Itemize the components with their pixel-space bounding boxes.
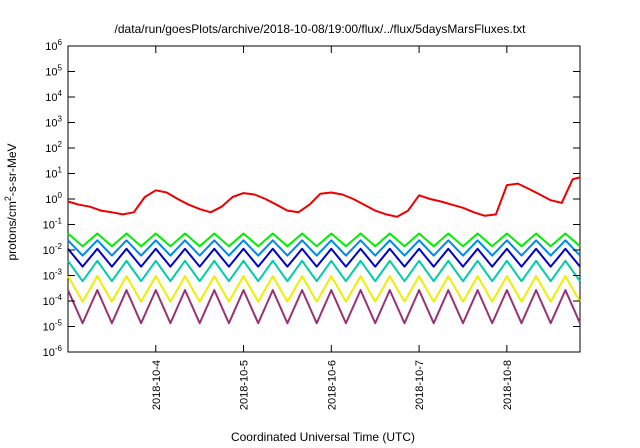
y-tick-label: 10-5: [43, 319, 63, 334]
y-tick-label: 10-1: [43, 217, 63, 232]
series-line-5: [67, 275, 581, 303]
y-tick-label: 10-6: [43, 344, 63, 359]
series-layer: [67, 176, 581, 325]
x-tick-label: 2018-10-7: [414, 360, 426, 410]
x-tick-label: 2018-10-6: [326, 360, 338, 410]
series-line-0: [67, 176, 581, 218]
series-line-4: [67, 259, 581, 283]
x-tick-label: 2018-10-8: [502, 360, 514, 410]
series-line-2: [67, 239, 581, 257]
y-tick-label: 10-4: [43, 293, 63, 308]
y-tick-label: 105: [45, 64, 62, 79]
y-tick-label: 101: [45, 166, 62, 181]
x-tick-label: 2018-10-4: [151, 360, 163, 410]
series-line-1: [67, 232, 581, 248]
y-tick-label: 10-2: [43, 242, 63, 257]
y-tick-label: 10-3: [43, 268, 63, 283]
series-line-3: [67, 247, 581, 268]
y-tick-label: 102: [45, 140, 62, 155]
series-line-6: [67, 289, 581, 325]
x-axis-label: Coordinated Universal Time (UTC): [231, 430, 415, 444]
y-tick-label: 106: [45, 38, 62, 53]
y-axis: 10-6 10-5 10-4 10-3 10-2 10-1 100 101 102 103 104 1…: [43, 38, 580, 359]
x-axis: 2018-10-4 2018-10-5 2018-10-6 2018-10-7 2018…: [151, 46, 514, 410]
y-tick-label: 104: [45, 89, 62, 104]
chart-title: /data/run/goesPlots/archive/2018-10-08/1…: [115, 22, 527, 36]
x-tick-label: 2018-10-5: [239, 360, 251, 410]
y-tick-label: 100: [45, 191, 62, 206]
y-tick-label: 103: [45, 115, 62, 130]
y-axis-label: protons/cm2-s-sr-MeV: [3, 143, 19, 260]
